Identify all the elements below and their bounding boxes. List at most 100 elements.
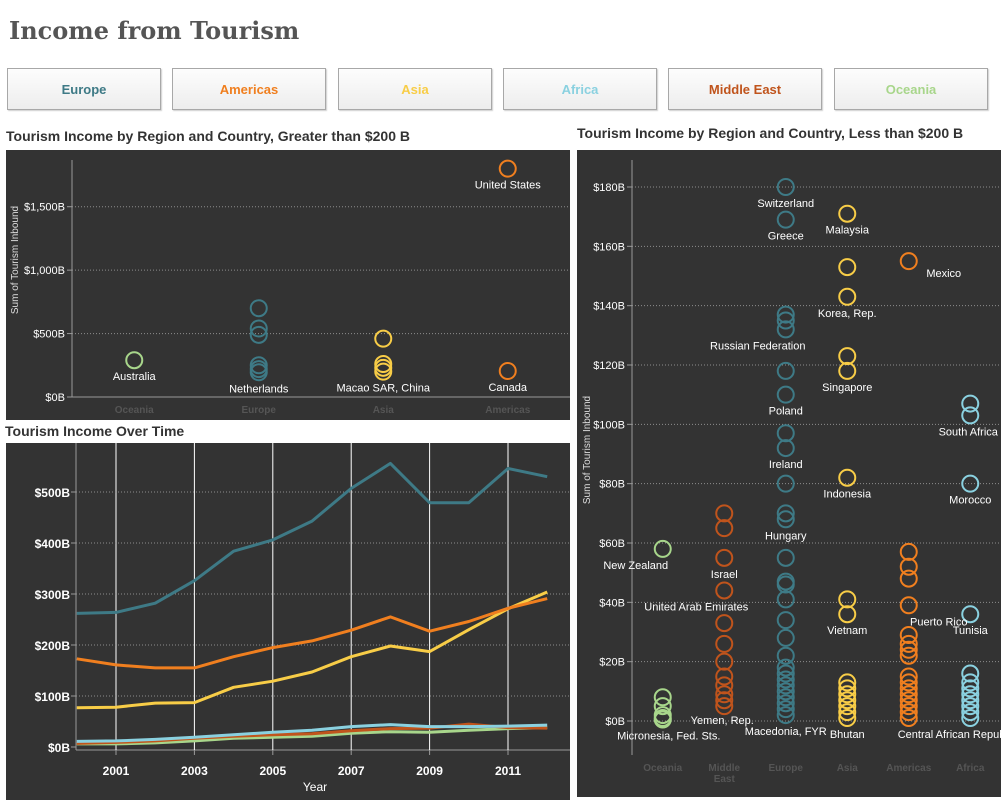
chart-title-over-time: Tourism Income Over Time xyxy=(5,423,185,439)
data-label: Australia xyxy=(113,371,157,383)
data-point xyxy=(776,548,795,567)
x-tick-label: 2007 xyxy=(338,764,365,778)
y-tick-label: $200B xyxy=(35,639,71,653)
data-point xyxy=(899,569,918,588)
y-tick-label: $400B xyxy=(35,537,71,551)
chart-panel-less: $0B $20B $40B $60B $80B $100B $120B $140B $160B $… xyxy=(577,150,1001,797)
data-label: Israel xyxy=(711,569,738,581)
data-point xyxy=(838,204,857,223)
y-tick-label: $1,500B xyxy=(24,202,65,214)
data-label: Vietnam xyxy=(827,625,867,637)
data-point xyxy=(899,634,918,653)
data-point xyxy=(715,652,734,671)
oceania-button[interactable]: Oceania xyxy=(834,68,988,110)
data-point xyxy=(838,361,857,380)
y-tick-label: $100B xyxy=(35,690,71,704)
y-tick-label: $80B xyxy=(599,479,625,491)
data-point xyxy=(653,697,672,716)
x-category-label: East xyxy=(714,774,736,785)
data-point xyxy=(838,697,857,716)
x-category-label: Asia xyxy=(837,763,859,774)
data-point xyxy=(838,679,857,698)
x-category-label: Oceania xyxy=(115,405,154,416)
data-point xyxy=(899,252,918,271)
data-point xyxy=(838,287,857,306)
data-point xyxy=(374,362,393,381)
data-point xyxy=(776,676,795,695)
data-label: United States xyxy=(475,180,542,192)
y-tick-label: $0B xyxy=(605,716,625,728)
data-point xyxy=(776,311,795,330)
data-point xyxy=(776,694,795,713)
data-point xyxy=(899,673,918,692)
data-point xyxy=(899,557,918,576)
data-point xyxy=(899,596,918,615)
data-point xyxy=(776,682,795,701)
data-point xyxy=(961,605,980,624)
data-point xyxy=(899,685,918,704)
x-tick-label: 2009 xyxy=(416,764,443,778)
asia-button[interactable]: Asia xyxy=(338,68,492,110)
data-point xyxy=(961,703,980,722)
y-tick-label: $0B xyxy=(48,741,70,755)
y-tick-label: $120B xyxy=(593,360,625,372)
data-point xyxy=(715,685,734,704)
data-point xyxy=(838,605,857,624)
data-point xyxy=(838,703,857,722)
x-category-label: Americas xyxy=(485,405,530,416)
y-tick-label: $500B xyxy=(35,486,71,500)
data-point xyxy=(776,658,795,677)
data-point xyxy=(776,688,795,707)
data-point xyxy=(961,679,980,698)
data-label: Mexico xyxy=(926,268,961,280)
data-point xyxy=(838,590,857,609)
europe-button[interactable]: Europe xyxy=(7,68,161,110)
data-label: Singapore xyxy=(822,382,872,394)
data-label: Tunisia xyxy=(953,625,989,637)
data-point xyxy=(249,299,268,318)
x-category-label: Asia xyxy=(373,405,395,416)
data-label: Hungary xyxy=(765,530,807,542)
data-label: Russian Federation xyxy=(710,340,805,352)
y-tick-label: $140B xyxy=(593,301,625,313)
data-point xyxy=(961,474,980,493)
data-label: Bhutan xyxy=(830,729,865,741)
data-point xyxy=(715,581,734,600)
data-point xyxy=(899,625,918,644)
y-tick-label: $60B xyxy=(599,538,625,550)
scatter-chart-less: $0B $20B $40B $60B $80B $100B $120B $140B $160B $… xyxy=(582,160,1001,785)
data-label: South Africa xyxy=(939,426,999,438)
y-tick-label: $20B xyxy=(599,657,625,669)
data-point xyxy=(776,474,795,493)
data-point xyxy=(838,673,857,692)
data-point xyxy=(961,664,980,683)
data-label: Morocco xyxy=(949,495,991,507)
chart-title-less: Tourism Income by Region and Country, Le… xyxy=(577,125,964,141)
data-point xyxy=(249,363,268,382)
americas-button[interactable]: Americas xyxy=(172,68,326,110)
data-point xyxy=(961,697,980,716)
data-label: Malaysia xyxy=(826,225,870,237)
series-line-asia xyxy=(76,590,548,710)
data-point xyxy=(776,590,795,609)
data-point xyxy=(715,667,734,686)
chart-panel-greater: $0B $500B $1,000B $1,500B Sum of Tourism Inb… xyxy=(6,150,570,420)
middle-east-button[interactable]: Middle East xyxy=(668,68,822,110)
data-point xyxy=(776,504,795,523)
data-point xyxy=(776,700,795,719)
data-point xyxy=(249,319,268,338)
data-point xyxy=(374,358,393,377)
data-point xyxy=(961,673,980,692)
data-point xyxy=(776,305,795,324)
data-point xyxy=(715,634,734,653)
x-category-label: Oceania xyxy=(643,763,682,774)
data-point xyxy=(374,329,393,348)
data-point xyxy=(899,640,918,659)
data-point xyxy=(776,439,795,458)
data-label: Poland xyxy=(769,406,803,418)
data-point xyxy=(776,178,795,196)
africa-button[interactable]: Africa xyxy=(503,68,657,110)
series-line-oceania xyxy=(76,726,548,746)
data-point xyxy=(715,519,734,538)
data-point xyxy=(776,575,795,594)
